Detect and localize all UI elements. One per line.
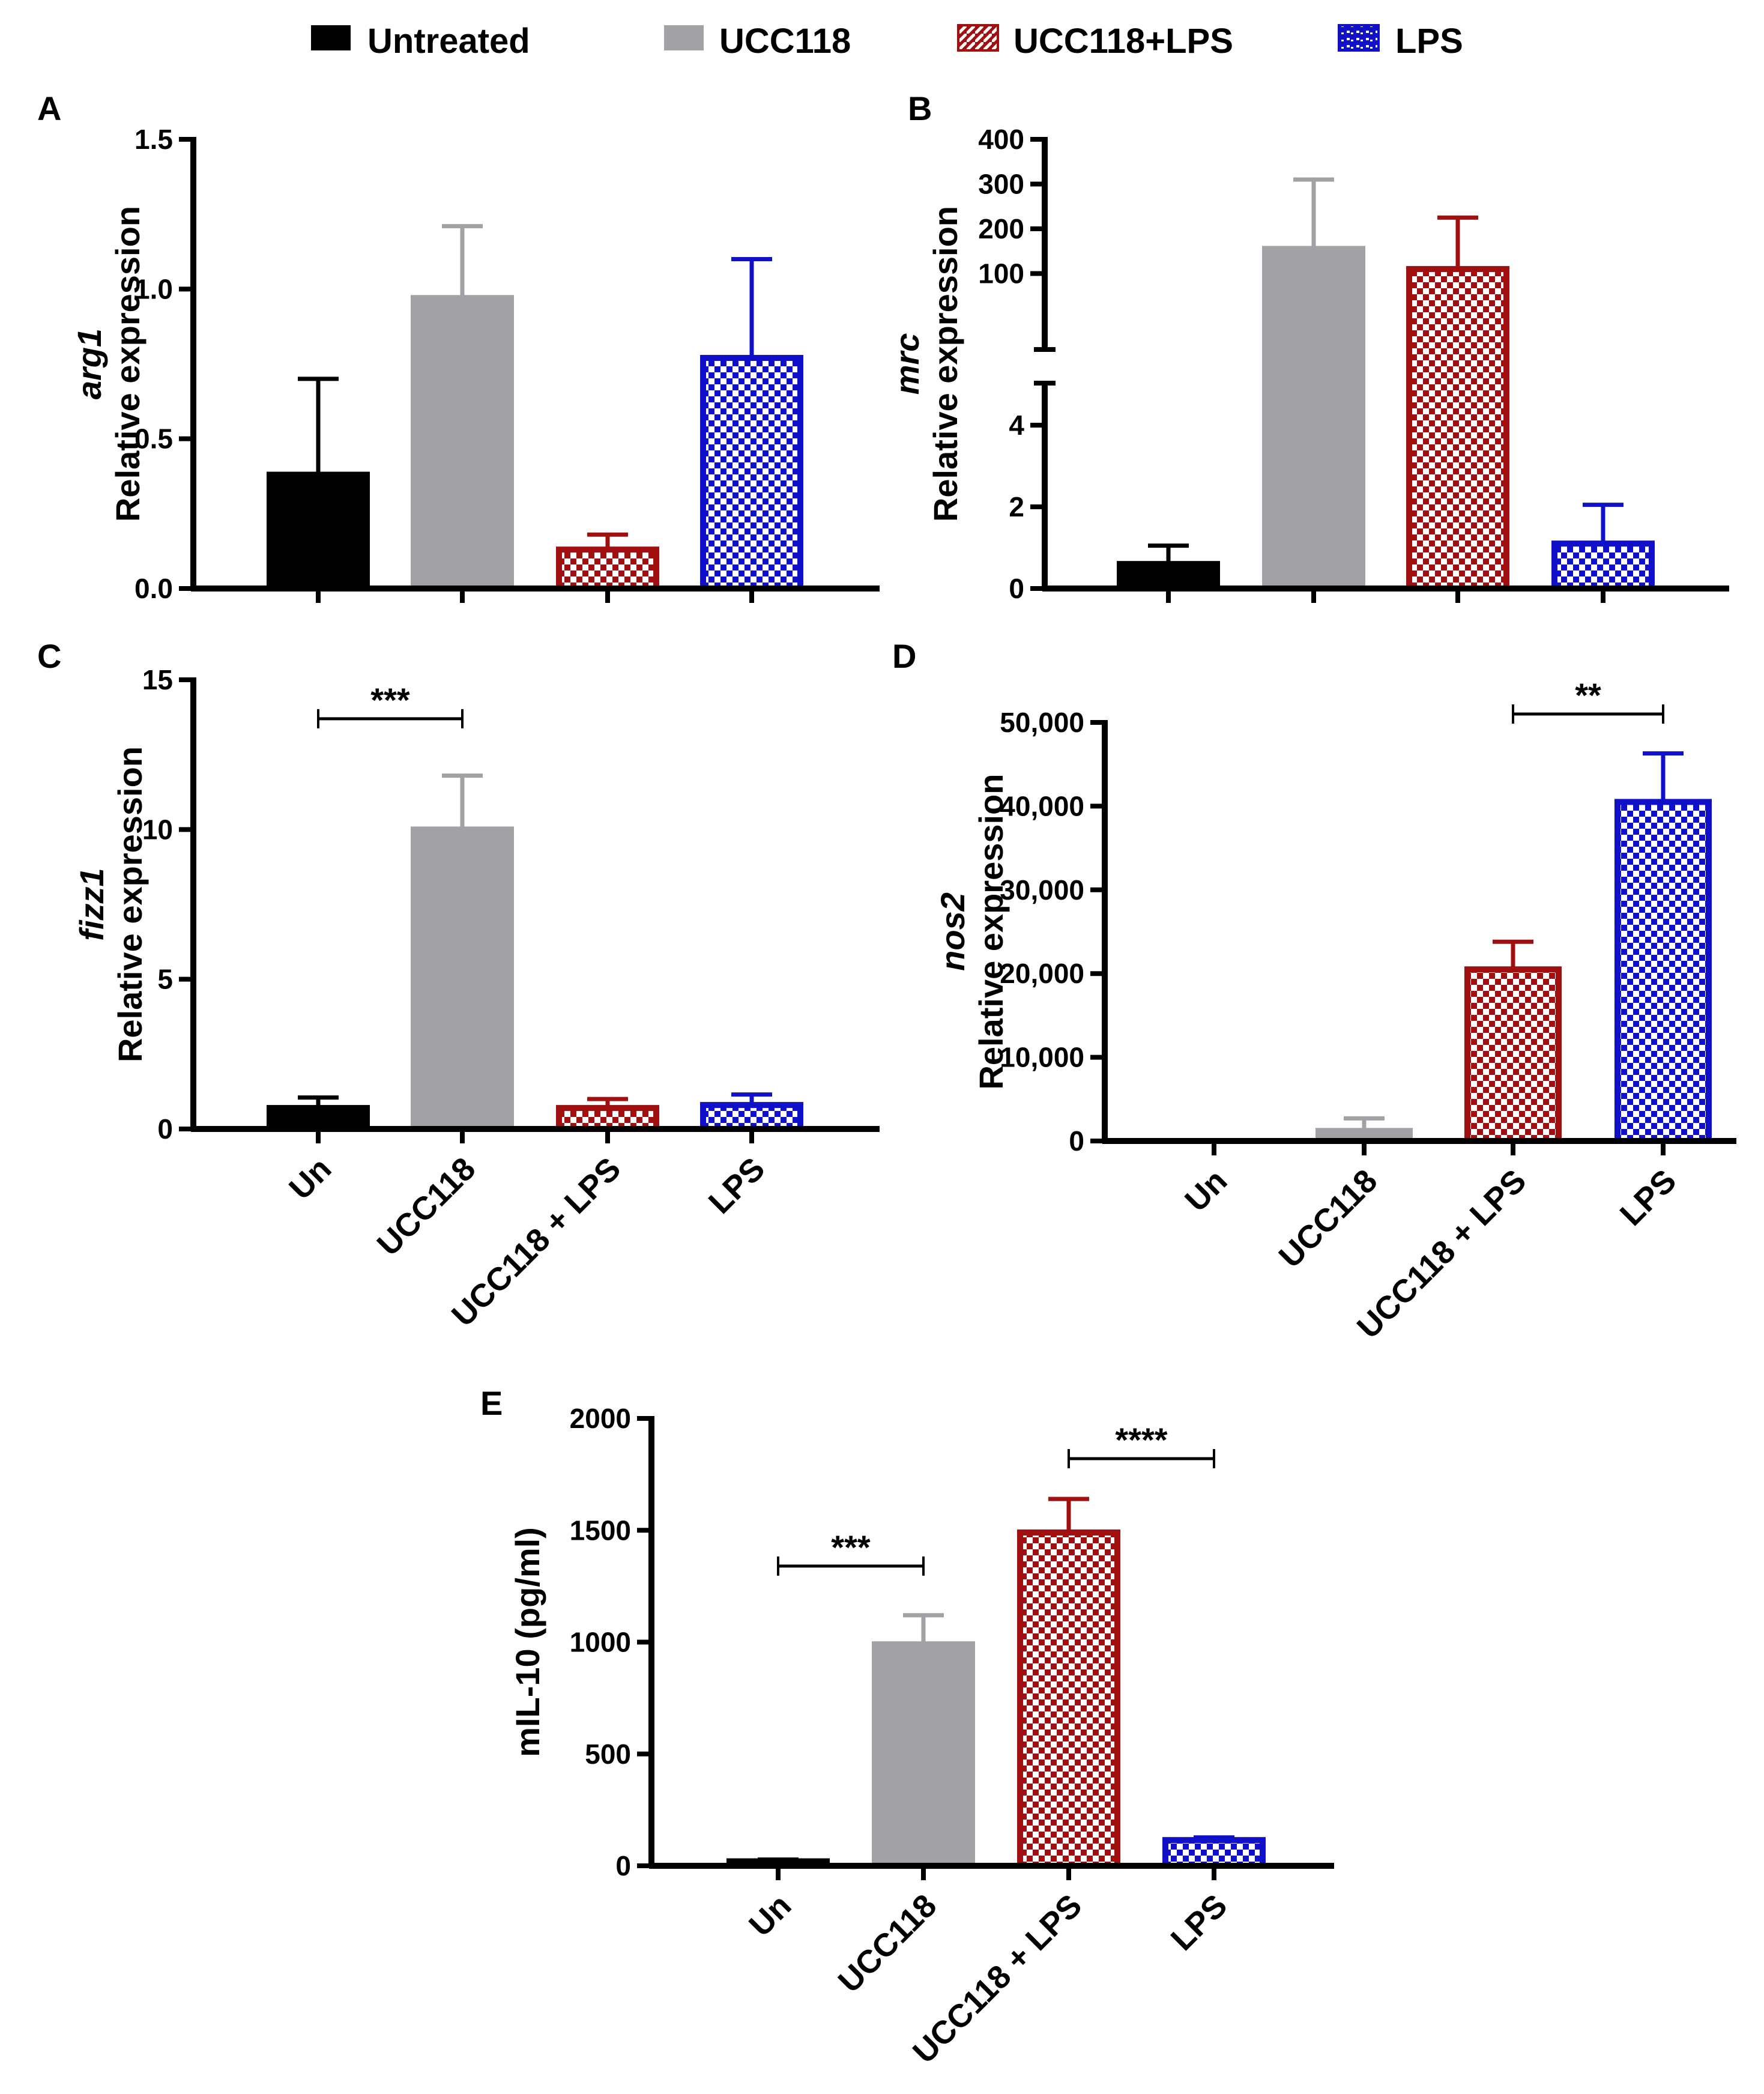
panel-letter-B: B <box>908 89 932 127</box>
bar-C-ucc118 <box>411 826 514 1133</box>
category-label-E-lps: LPS <box>1164 1887 1234 1958</box>
y-tick-label-E-2: 1000 <box>570 1627 631 1658</box>
y-axis-gene-B: mrc <box>888 333 926 395</box>
y-axis-label-C: fizz1Relative expression <box>73 746 149 1062</box>
y-axis-label-E: mIL-10 (pg/ml) <box>509 1527 546 1757</box>
category-label-D-lps: LPS <box>1613 1163 1684 1233</box>
bar-A-ucc118 <box>411 295 514 592</box>
legend-swatch-lps <box>1338 24 1380 52</box>
y-tick-label-E-0: 0 <box>615 1850 631 1881</box>
y-tick-label-E-4: 2000 <box>570 1403 631 1434</box>
panel-letter-A: A <box>37 89 61 127</box>
legend-label-ucc118-lps: UCC118+LPS <box>1013 22 1233 61</box>
y-tick-label-C-2: 10 <box>142 814 173 845</box>
legend-item-untreated: Untreated <box>311 22 530 61</box>
y-tick-label-upper-B-3: 400 <box>978 124 1024 155</box>
y-axis-gene-D: nos2 <box>934 892 971 971</box>
y-axis-title-C: Relative expression <box>111 746 149 1062</box>
bar-D-lps <box>1614 799 1712 1145</box>
panel-letter-C: C <box>37 637 61 675</box>
y-tick-label-E-3: 1500 <box>570 1515 631 1546</box>
y-axis-title-D: Relative expression <box>972 773 1010 1089</box>
y-tick-label-C-0: 0 <box>157 1113 173 1145</box>
panel-b: B 0 2 4 100 200 300 400 mrcRelative expression <box>888 89 1729 604</box>
y-axis-label-A: arg1Relative expression <box>70 206 146 522</box>
legend-swatch-ucc118 <box>664 25 704 50</box>
bar-B-untreated <box>1117 561 1220 592</box>
y-tick-label-lower-B-1: 2 <box>1009 491 1024 522</box>
y-tick-label-lower-B-2: 4 <box>1009 410 1024 441</box>
panel-c: C 0 5 10 15 *** fizz1Relative expression Un UCC1… <box>37 637 880 1334</box>
sig-label-D-0: ** <box>1575 676 1601 714</box>
category-label-D-untreated: Un <box>1178 1163 1234 1218</box>
y-tick-label-upper-B-0: 100 <box>978 258 1024 289</box>
sig-label-E-1: **** <box>1115 1421 1167 1459</box>
y-tick-label-D-0: 0 <box>1069 1125 1084 1157</box>
panel-letter-D: D <box>892 637 916 675</box>
y-tick-label-A-1: 0.5 <box>134 423 173 455</box>
category-label-C-ucc118: UCC118 <box>370 1151 483 1263</box>
bar-B-ucc118 <box>1262 246 1365 592</box>
y-tick-label-A-0: 0.0 <box>134 573 173 604</box>
category-label-E-untreated: Un <box>742 1887 798 1943</box>
bar-B-ucc118-lps <box>1406 266 1509 592</box>
bar-E-lps <box>1162 1837 1266 1869</box>
bar-E-ucc118-lps <box>1017 1529 1120 1869</box>
y-axis-gene-C: fizz1 <box>73 868 110 940</box>
bar-A-untreated <box>267 471 370 592</box>
bar-D-ucc118-lps <box>1464 966 1562 1144</box>
bar-A-ucc118-lps <box>556 546 659 592</box>
legend-swatch-untreated <box>311 25 351 50</box>
y-tick-label-D-2: 20,000 <box>1000 958 1084 989</box>
y-axis-gene-A: arg1 <box>70 328 108 399</box>
bar-C-ucc118-lps <box>556 1105 659 1133</box>
bar-C-untreated <box>267 1105 370 1133</box>
y-tick-label-C-3: 15 <box>142 664 173 695</box>
panel-a: A 0.0 0.5 1.0 1.5 arg1Relative expression <box>37 89 880 604</box>
y-tick-label-D-1: 10,000 <box>1000 1042 1084 1073</box>
sig-label-C-0: *** <box>370 681 410 719</box>
y-tick-label-E-1: 500 <box>585 1738 631 1770</box>
y-tick-label-upper-B-1: 200 <box>978 213 1024 244</box>
legend: Untreated UCC118 UCC118+LPS LPS <box>311 22 1463 61</box>
category-label-D-ucc118: UCC118 <box>1272 1163 1385 1275</box>
y-tick-label-D-3: 30,000 <box>1000 874 1084 906</box>
legend-item-lps: LPS <box>1338 22 1463 61</box>
bar-A-lps <box>700 355 803 592</box>
y-tick-label-upper-B-2: 300 <box>978 169 1024 200</box>
legend-swatch-ucc118-lps <box>957 24 999 52</box>
y-tick-label-D-5: 50,000 <box>1000 707 1084 738</box>
bar-B-lps <box>1551 540 1655 592</box>
category-label-C-lps: LPS <box>702 1151 772 1221</box>
bar-E-ucc118 <box>872 1641 975 1869</box>
legend-item-ucc118: UCC118 <box>664 22 851 61</box>
y-tick-label-C-1: 5 <box>157 964 173 995</box>
y-tick-label-D-4: 40,000 <box>1000 790 1084 822</box>
legend-label-untreated: Untreated <box>367 22 530 61</box>
y-axis-label-B: mrcRelative expression <box>888 206 964 522</box>
y-tick-label-A-2: 1.0 <box>134 273 173 304</box>
y-tick-label-lower-B-0: 0 <box>1009 573 1024 604</box>
y-axis-title-B: Relative expression <box>926 206 964 522</box>
y-axis-title-E: mIL-10 (pg/ml) <box>509 1527 546 1757</box>
legend-label-lps: LPS <box>1395 22 1463 61</box>
y-tick-label-A-3: 1.5 <box>134 124 173 155</box>
legend-item-ucc118-lps: UCC118+LPS <box>957 22 1233 61</box>
category-label-E-ucc118: UCC118 <box>832 1887 944 2000</box>
y-axis-title-A: Relative expression <box>109 206 146 522</box>
panel-d: D 0 10,000 20,000 30,000 40,000 50,000 ** nos2Re… <box>892 637 1736 1346</box>
panel-letter-E: E <box>480 1384 503 1422</box>
legend-label-ucc118: UCC118 <box>719 22 851 61</box>
y-axis-label-D: nos2Relative expression <box>934 773 1010 1089</box>
category-label-C-untreated: Un <box>282 1151 338 1206</box>
bar-C-lps <box>700 1102 803 1133</box>
sig-label-E-0: *** <box>831 1528 871 1566</box>
